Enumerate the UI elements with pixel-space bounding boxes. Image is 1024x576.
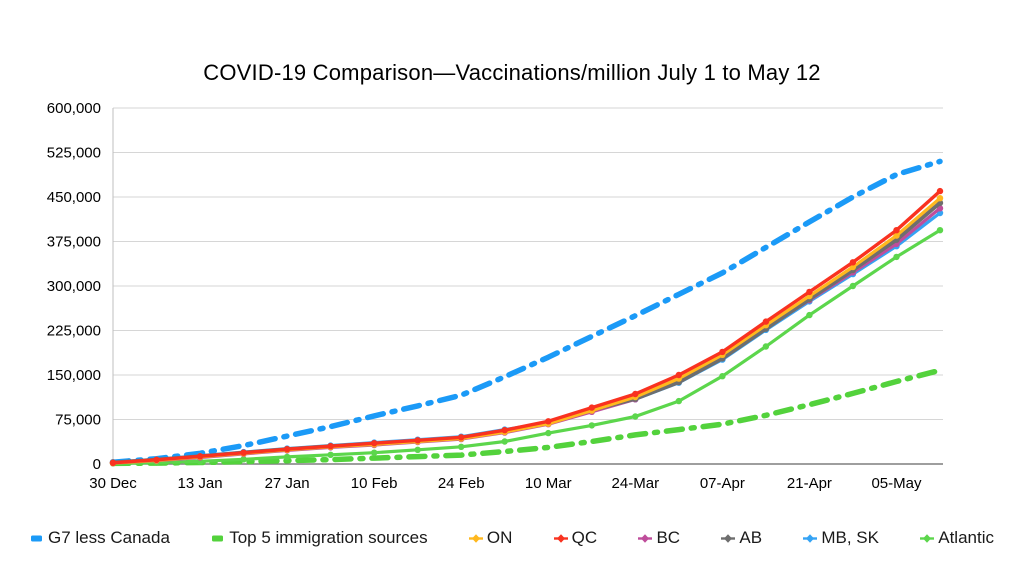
y-axis-tick-label: 450,000 <box>47 189 101 206</box>
series-marker-qc <box>545 418 552 425</box>
legend-label: BC <box>656 528 681 547</box>
legend-swatch-icon <box>468 534 483 543</box>
series-marker-atlantic <box>719 373 726 380</box>
legend-swatch-icon <box>31 535 42 542</box>
series-marker-qc <box>632 390 639 398</box>
series-marker-qc <box>327 443 334 450</box>
series-marker-qc <box>675 371 682 379</box>
y-axis-tick-label: 525,000 <box>47 145 101 162</box>
series-marker-atlantic <box>849 282 857 290</box>
legend-item-top-5-immigration-sources: Top 5 immigration sources <box>211 528 428 548</box>
series-marker-qc <box>371 440 378 447</box>
legend-label: QC <box>571 528 598 547</box>
series-marker-atlantic <box>283 453 291 461</box>
x-axis-tick-label: 10 Feb <box>351 475 398 492</box>
legend-item-ab: AB <box>721 528 762 548</box>
chart-legend: G7 less Canada Top 5 immigration sources O… <box>0 524 1024 552</box>
x-axis-tick-label: 30 Dec <box>89 475 137 492</box>
series-marker-on <box>936 195 944 202</box>
series-marker-qc <box>849 259 857 266</box>
y-axis-tick-label: 600,000 <box>47 100 101 117</box>
legend-swatch-icon <box>553 534 568 543</box>
series-marker-atlantic <box>806 311 813 319</box>
series-marker-atlantic <box>762 343 770 350</box>
series-marker-atlantic <box>545 429 552 437</box>
legend-item-qc: QC <box>553 528 598 548</box>
legend-swatch-icon <box>638 534 653 543</box>
legend-label: ON <box>486 528 513 547</box>
x-axis-tick-label: 10 Mar <box>525 475 572 492</box>
series-line-g7-less-canada <box>110 158 943 465</box>
y-axis-tick-label: 75,000 <box>55 412 101 429</box>
series-marker-atlantic <box>936 227 944 234</box>
series-marker-qc <box>762 318 770 325</box>
series-marker-qc <box>196 453 204 460</box>
series-marker-atlantic <box>371 449 378 456</box>
legend-item-on: ON <box>468 528 513 548</box>
series-marker-atlantic <box>458 443 465 450</box>
x-axis-tick-label: 24-Mar <box>612 475 660 492</box>
series-marker-atlantic <box>240 456 247 463</box>
series-marker-qc <box>719 348 726 356</box>
legend-label: Atlantic <box>938 528 994 547</box>
legend-swatch-icon <box>212 535 224 542</box>
legend-label: MB, SK <box>821 528 879 547</box>
legend-swatch-icon <box>721 534 736 543</box>
legend-swatch-icon <box>803 534 818 543</box>
legend-item-bc: BC <box>638 528 680 548</box>
series-marker-qc <box>501 427 508 434</box>
y-axis-tick-label: 0 <box>93 456 101 473</box>
y-axis-tick-label: 300,000 <box>47 278 101 295</box>
series-marker-on <box>893 232 900 239</box>
legend-label: Top 5 immigration sources <box>229 528 428 547</box>
series-marker-qc <box>240 449 247 456</box>
y-axis-tick-label: 150,000 <box>47 367 101 384</box>
series-marker-atlantic <box>501 438 508 445</box>
series-marker-qc <box>893 227 900 234</box>
series-marker-atlantic <box>588 422 595 429</box>
legend-label: G7 less Canada <box>48 528 170 547</box>
series-marker-atlantic <box>675 397 682 405</box>
x-axis-tick-label: 07-Apr <box>700 475 745 492</box>
legend-swatch-icon <box>920 534 935 543</box>
series-line-qc <box>111 189 942 465</box>
series-marker-qc <box>806 288 813 296</box>
legend-item-mb-sk: MB, SK <box>803 528 879 548</box>
x-axis-tick-label: 27 Jan <box>265 475 310 492</box>
series-marker-atlantic <box>327 451 334 458</box>
x-axis-tick-label: 13 Jan <box>178 475 223 492</box>
series-marker-qc <box>283 446 291 453</box>
series-marker-qc <box>458 434 465 441</box>
x-axis-tick-label: 05-May <box>871 475 922 492</box>
x-axis-tick-label: 24 Feb <box>438 475 485 492</box>
chart-title: COVID-19 Comparison—Vaccinations/million… <box>203 60 821 85</box>
legend-item-g7-less-canada: G7 less Canada <box>30 528 170 548</box>
series-line-top-5-immigration-sources <box>110 367 943 467</box>
series-marker-atlantic <box>893 253 900 261</box>
series-line-atlantic <box>111 228 942 465</box>
y-axis-tick-label: 225,000 <box>47 323 101 340</box>
series-marker-qc <box>936 187 944 195</box>
legend-item-atlantic: Atlantic <box>920 528 994 548</box>
x-axis-tick-label: 21-Apr <box>787 475 832 492</box>
line-chart-plot-area: 0 75,000 150,000 225,000 300,000 375,000 450,0… <box>47 100 944 492</box>
y-axis-tick-label: 375,000 <box>47 234 101 251</box>
series-marker-qc <box>588 404 595 411</box>
series-marker-atlantic <box>414 446 421 453</box>
series-marker-qc <box>414 437 421 444</box>
series-marker-qc <box>153 456 160 463</box>
legend-label: AB <box>739 528 763 547</box>
series-marker-atlantic <box>632 413 639 420</box>
series-marker-qc <box>109 459 117 466</box>
